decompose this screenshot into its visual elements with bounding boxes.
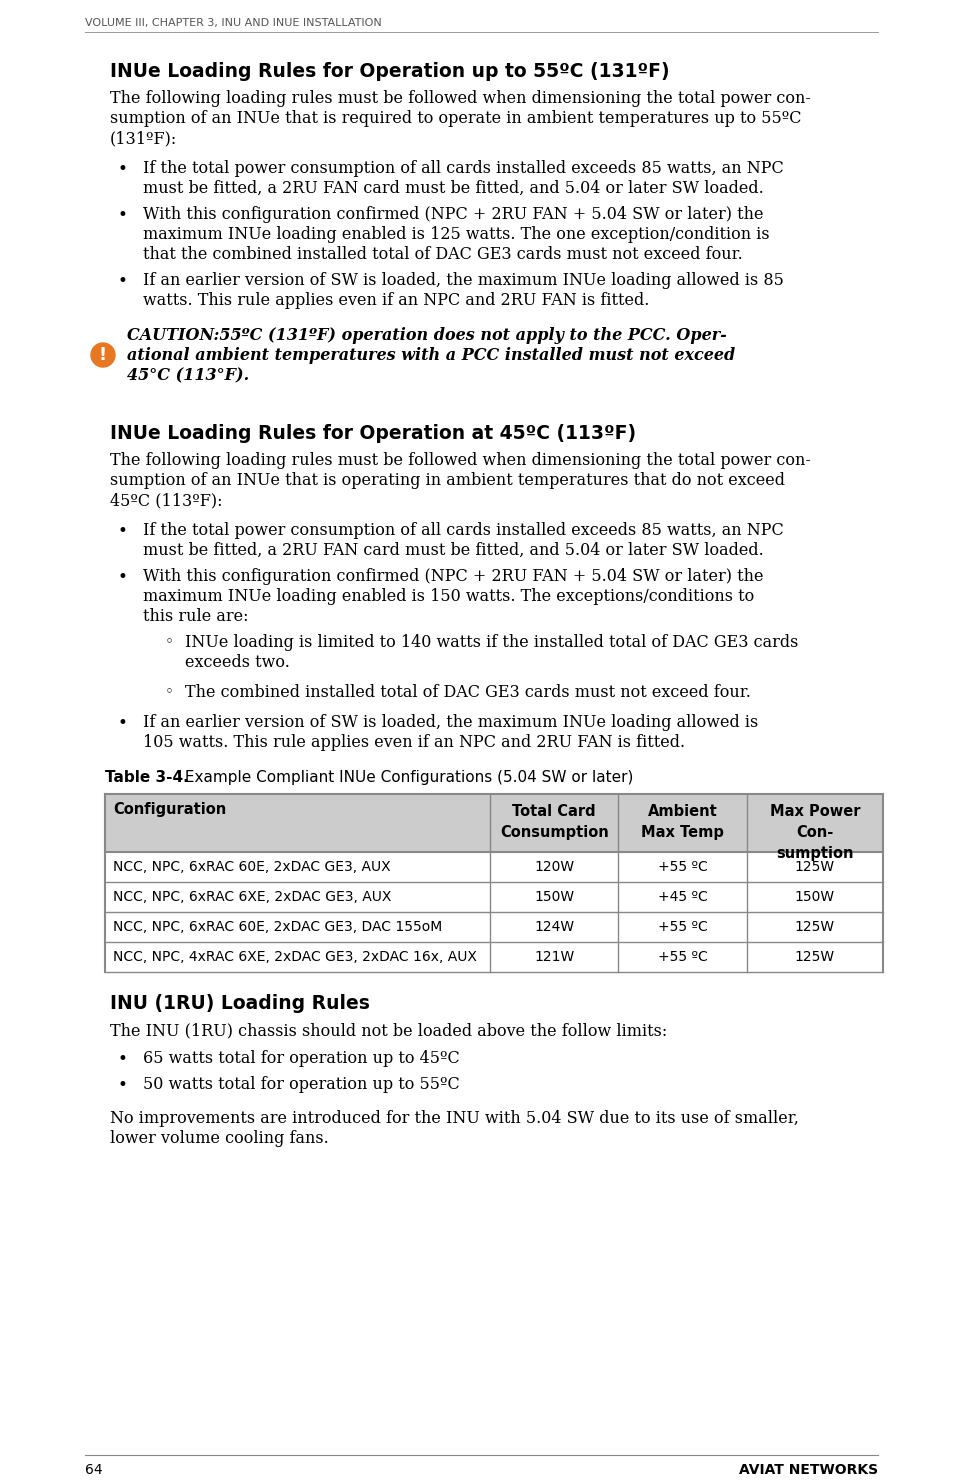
Text: lower volume cooling fans.: lower volume cooling fans. [110, 1131, 328, 1147]
Text: •: • [118, 568, 128, 586]
Text: 124W: 124W [534, 921, 574, 934]
Text: The following loading rules must be followed when dimensioning the total power c: The following loading rules must be foll… [110, 90, 811, 107]
Text: maximum INUe loading enabled is 125 watts. The one exception/condition is: maximum INUe loading enabled is 125 watt… [143, 226, 769, 243]
Text: exceeds two.: exceeds two. [185, 654, 290, 670]
Text: sumption of an INUe that is required to operate in ambient temperatures up to 55: sumption of an INUe that is required to … [110, 110, 801, 127]
Text: must be fitted, a 2RU FAN card must be fitted, and 5.04 or later SW loaded.: must be fitted, a 2RU FAN card must be f… [143, 181, 764, 197]
Text: Example Compliant INUe Configurations (5.04 SW or later): Example Compliant INUe Configurations (5… [180, 770, 634, 784]
Text: The combined installed total of DAC GE3 cards must not exceed four.: The combined installed total of DAC GE3 … [185, 684, 751, 702]
Text: this rule are:: this rule are: [143, 608, 248, 625]
Text: •: • [118, 1049, 128, 1069]
Text: 125W: 125W [794, 950, 835, 963]
Text: 45°C (113°F).: 45°C (113°F). [127, 367, 249, 383]
Text: 50 watts total for operation up to 55ºC: 50 watts total for operation up to 55ºC [143, 1076, 459, 1094]
Text: sumption of an INUe that is operating in ambient temperatures that do not exceed: sumption of an INUe that is operating in… [110, 472, 785, 488]
Text: ational ambient temperatures with a PCC installed must not exceed: ational ambient temperatures with a PCC … [127, 346, 735, 364]
Text: INUe Loading Rules for Operation at 45ºC (113ºF): INUe Loading Rules for Operation at 45ºC… [110, 423, 637, 443]
Text: •: • [118, 206, 128, 223]
Text: ◦: ◦ [165, 633, 174, 650]
Text: +45 ºC: +45 ºC [658, 889, 708, 904]
Circle shape [91, 343, 115, 367]
Text: 125W: 125W [794, 921, 835, 934]
Text: AVIAT NETWORKS: AVIAT NETWORKS [739, 1464, 878, 1477]
Text: INUe loading is limited to 140 watts if the installed total of DAC GE3 cards: INUe loading is limited to 140 watts if … [185, 633, 798, 651]
Text: 121W: 121W [534, 950, 574, 963]
Text: •: • [118, 160, 128, 178]
Text: CAUTION:55ºC (131ºF) operation does not apply to the PCC. Oper-: CAUTION:55ºC (131ºF) operation does not … [127, 327, 727, 343]
Text: 105 watts. This rule applies even if an NPC and 2RU FAN is fitted.: 105 watts. This rule applies even if an … [143, 734, 685, 750]
Text: If the total power consumption of all cards installed exceeds 85 watts, an NPC: If the total power consumption of all ca… [143, 522, 784, 539]
Text: With this configuration confirmed (NPC + 2RU FAN + 5.04 SW or later) the: With this configuration confirmed (NPC +… [143, 568, 764, 585]
Text: The INU (1RU) chassis should not be loaded above the follow limits:: The INU (1RU) chassis should not be load… [110, 1023, 667, 1039]
Text: +55 ºC: +55 ºC [658, 921, 708, 934]
Text: 150W: 150W [794, 889, 835, 904]
Text: •: • [118, 522, 128, 540]
Text: INUe Loading Rules for Operation up to 55ºC (131ºF): INUe Loading Rules for Operation up to 5… [110, 62, 669, 81]
Text: must be fitted, a 2RU FAN card must be fitted, and 5.04 or later SW loaded.: must be fitted, a 2RU FAN card must be f… [143, 542, 764, 559]
Text: No improvements are introduced for the INU with 5.04 SW due to its use of smalle: No improvements are introduced for the I… [110, 1110, 799, 1126]
Text: that the combined installed total of DAC GE3 cards must not exceed four.: that the combined installed total of DAC… [143, 246, 742, 263]
Bar [105, 793, 883, 852]
Text: Total Card
Consumption: Total Card Consumption [500, 804, 609, 841]
Text: 150W: 150W [534, 889, 574, 904]
Text: NCC, NPC, 6xRAC 6XE, 2xDAC GE3, AUX: NCC, NPC, 6xRAC 6XE, 2xDAC GE3, AUX [113, 889, 391, 904]
Text: If an earlier version of SW is loaded, the maximum INUe loading allowed is: If an earlier version of SW is loaded, t… [143, 713, 758, 731]
Text: (131ºF):: (131ºF): [110, 130, 177, 147]
Text: NCC, NPC, 4xRAC 6XE, 2xDAC GE3, 2xDAC 16x, AUX: NCC, NPC, 4xRAC 6XE, 2xDAC GE3, 2xDAC 16… [113, 950, 477, 963]
Text: +55 ºC: +55 ºC [658, 950, 708, 963]
Text: Max Power
Con-
sumption: Max Power Con- sumption [769, 804, 860, 861]
Text: Configuration: Configuration [113, 802, 226, 817]
Text: •: • [118, 1076, 128, 1094]
Text: 120W: 120W [534, 860, 574, 875]
Text: watts. This rule applies even if an NPC and 2RU FAN is fitted.: watts. This rule applies even if an NPC … [143, 292, 649, 309]
Text: Ambient
Max Temp: Ambient Max Temp [641, 804, 724, 841]
Text: •: • [118, 272, 128, 290]
Text: If the total power consumption of all cards installed exceeds 85 watts, an NPC: If the total power consumption of all ca… [143, 160, 784, 178]
Text: INU (1RU) Loading Rules: INU (1RU) Loading Rules [110, 995, 370, 1012]
Text: !: ! [99, 346, 107, 364]
Text: maximum INUe loading enabled is 150 watts. The exceptions/conditions to: maximum INUe loading enabled is 150 watt… [143, 588, 754, 605]
Text: 45ºC (113ºF):: 45ºC (113ºF): [110, 491, 222, 509]
Text: With this configuration confirmed (NPC + 2RU FAN + 5.04 SW or later) the: With this configuration confirmed (NPC +… [143, 206, 764, 223]
Text: •: • [118, 713, 128, 733]
Text: VOLUME III, CHAPTER 3, INU AND INUE INSTALLATION: VOLUME III, CHAPTER 3, INU AND INUE INST… [85, 18, 381, 28]
Text: 65 watts total for operation up to 45ºC: 65 watts total for operation up to 45ºC [143, 1049, 459, 1067]
Text: ◦: ◦ [165, 684, 174, 699]
Text: The following loading rules must be followed when dimensioning the total power c: The following loading rules must be foll… [110, 451, 811, 469]
Text: If an earlier version of SW is loaded, the maximum INUe loading allowed is 85: If an earlier version of SW is loaded, t… [143, 272, 784, 289]
Text: +55 ºC: +55 ºC [658, 860, 708, 875]
Text: 64: 64 [85, 1464, 103, 1477]
Text: NCC, NPC, 6xRAC 60E, 2xDAC GE3, AUX: NCC, NPC, 6xRAC 60E, 2xDAC GE3, AUX [113, 860, 391, 875]
Text: Table 3-4.: Table 3-4. [105, 770, 189, 784]
Text: 125W: 125W [794, 860, 835, 875]
Text: NCC, NPC, 6xRAC 60E, 2xDAC GE3, DAC 155oM: NCC, NPC, 6xRAC 60E, 2xDAC GE3, DAC 155o… [113, 921, 442, 934]
